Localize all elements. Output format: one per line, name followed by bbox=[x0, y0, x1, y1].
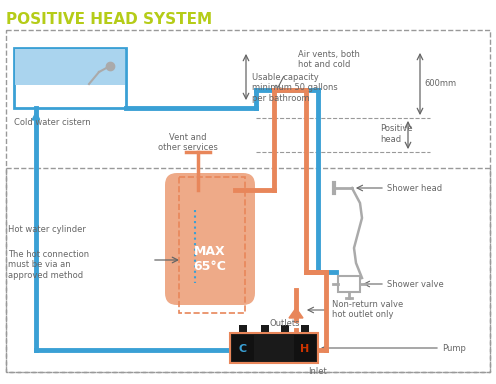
Text: C: C bbox=[239, 344, 247, 354]
Text: Shower valve: Shower valve bbox=[387, 280, 444, 289]
Text: Cold water cistern: Cold water cistern bbox=[14, 118, 91, 127]
Bar bbox=[230, 333, 318, 363]
Text: MAX
65°C: MAX 65°C bbox=[193, 245, 227, 273]
Bar bbox=[179, 177, 245, 313]
Bar bbox=[294, 335, 316, 361]
Bar bbox=[177, 185, 243, 249]
Bar bbox=[6, 168, 490, 372]
Text: Inlet: Inlet bbox=[308, 367, 327, 376]
Bar bbox=[261, 325, 269, 333]
Text: Air vents, both
hot and cold: Air vents, both hot and cold bbox=[298, 50, 360, 70]
Text: Usable capacity
minimum 50 gallons
per bathroom: Usable capacity minimum 50 gallons per b… bbox=[252, 73, 338, 103]
Text: Hot water cylinder: Hot water cylinder bbox=[8, 225, 86, 234]
Text: 600mm: 600mm bbox=[424, 78, 456, 88]
Polygon shape bbox=[289, 308, 303, 318]
Text: Shower head: Shower head bbox=[387, 184, 442, 193]
Bar bbox=[14, 48, 126, 108]
Text: Non-return valve
hot outlet only: Non-return valve hot outlet only bbox=[332, 300, 403, 319]
Text: Vent and
other services: Vent and other services bbox=[158, 133, 218, 152]
Text: POSITIVE HEAD SYSTEM: POSITIVE HEAD SYSTEM bbox=[6, 12, 212, 27]
Bar bbox=[15, 49, 125, 85]
Text: The hot connection
must be via an
approved method: The hot connection must be via an approv… bbox=[8, 250, 89, 280]
Bar bbox=[239, 325, 247, 333]
Bar bbox=[338, 276, 360, 292]
FancyBboxPatch shape bbox=[165, 173, 255, 305]
Bar bbox=[6, 30, 490, 372]
Bar bbox=[232, 335, 254, 361]
Text: Pump: Pump bbox=[442, 344, 466, 353]
Text: H: H bbox=[301, 344, 310, 354]
Bar bbox=[281, 325, 289, 333]
Bar bbox=[301, 325, 309, 333]
Bar bbox=[230, 333, 318, 363]
Text: Outlets: Outlets bbox=[269, 319, 300, 328]
Text: Positive
head: Positive head bbox=[380, 124, 413, 144]
